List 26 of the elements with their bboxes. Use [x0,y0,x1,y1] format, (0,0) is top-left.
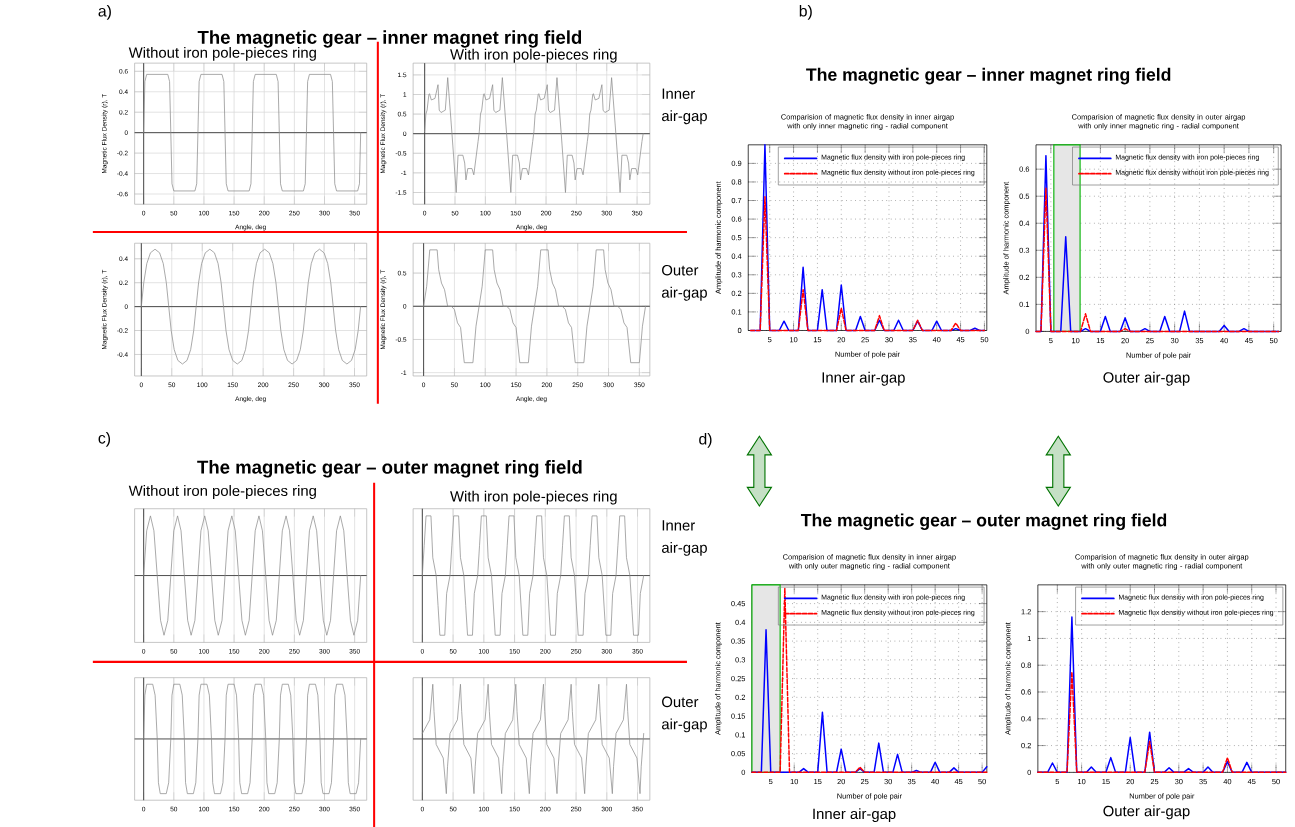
text: Outer air-gap [661,696,707,733]
text: b) [799,4,812,20]
text: The magnetic gear – outer magnet ring field [800,513,1167,530]
text: c) [98,431,111,447]
text: Outer air-gap [661,264,707,301]
text: The magnetic gear – inner magnet ring field [806,67,1171,85]
text: Inner air-gap [661,88,707,125]
text: d) [699,432,712,448]
line-series [1037,671,1287,774]
text: a) [98,4,111,20]
chart-title: The magnetic gear – inner magnet ring field [197,30,582,48]
chart-subtitle: Without iron pole-pieces ring [128,46,316,61]
line-series [1035,187,1280,333]
line-series [140,248,361,365]
line-series [424,77,644,193]
text: Inner air-gap [813,808,896,822]
text: Inner air-gap [822,371,905,386]
chart-subtitle: With iron pole-pieces ring [450,48,617,63]
chart-subtitle: Without iron pole-pieces ring [128,485,316,499]
text: Outer air-gap [1103,371,1190,386]
text: Inner air-gap [661,520,707,556]
chart-title: The magnetic gear – outer magnet ring field [197,460,582,478]
line-series [749,196,986,332]
line-series [423,249,646,363]
text: Outer air-gap [1103,805,1190,820]
chart-subtitle: With iron pole-pieces ring [450,490,617,505]
